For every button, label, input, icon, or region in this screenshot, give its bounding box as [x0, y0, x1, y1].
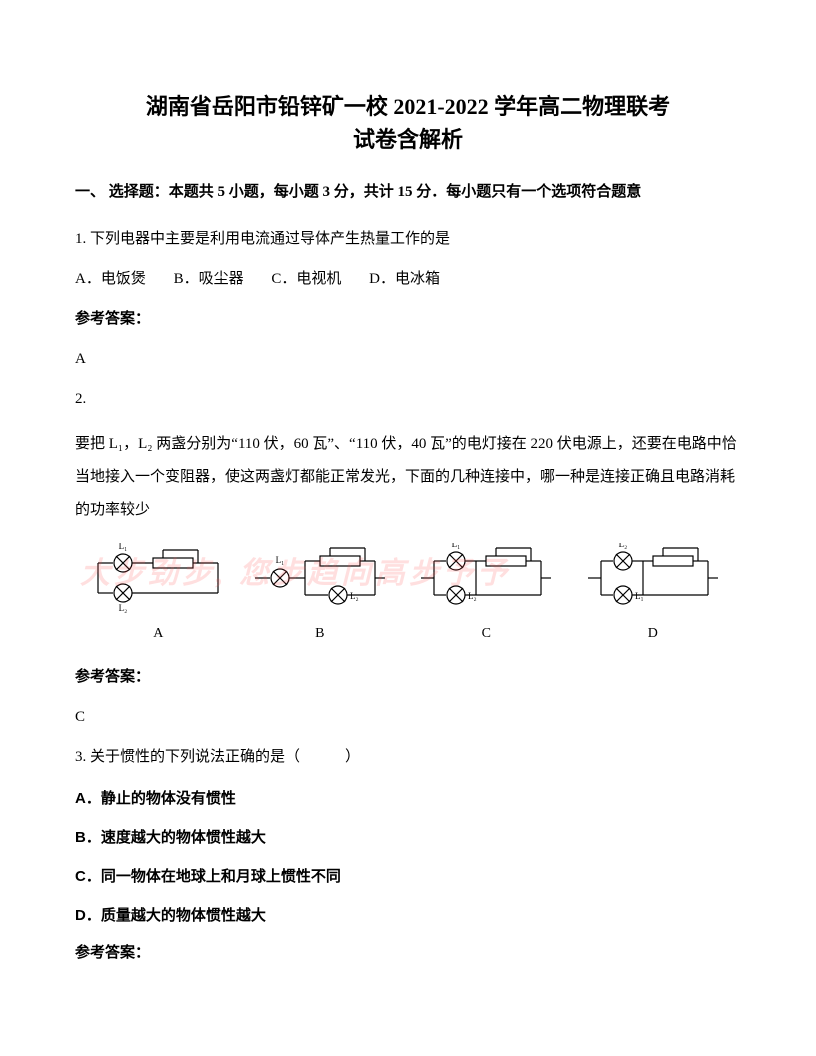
circuit-diagrams: L₁ L₂ A: [75, 543, 741, 642]
q1-opt-c: C．电视机: [271, 271, 341, 287]
q3-answer-label: 参考答案：: [75, 938, 741, 968]
q3-opt-b: B．速度越大的物体惯性越大: [75, 821, 741, 854]
lamp-l1-label: L₁: [635, 591, 644, 601]
lamp-l2-label: L₂: [119, 603, 128, 613]
lamp-l1-label: L₁: [452, 543, 461, 549]
diagram-d-label: D: [583, 626, 723, 642]
circuit-c-svg: L₁ L₂: [416, 543, 556, 613]
diagram-b-label: B: [250, 626, 390, 642]
q3-opt-a: A．静止的物体没有惯性: [75, 782, 741, 815]
q1-opt-a: A．电饭煲: [75, 271, 146, 287]
exam-title: 湖南省岳阳市铅锌矿一校 2021-2022 学年高二物理联考 试卷含解析: [75, 90, 741, 156]
title-line-1: 湖南省岳阳市铅锌矿一校 2021-2022 学年高二物理联考: [146, 94, 670, 119]
diagram-c-label: C: [416, 626, 556, 642]
q2-answer-label: 参考答案：: [75, 662, 741, 692]
diagram-d: L₂ L₁ D: [583, 543, 723, 642]
lamp-l2-label: L₂: [350, 591, 359, 601]
lamp-l2-label: L₂: [468, 591, 477, 601]
q1-opt-d: D．电冰箱: [369, 271, 440, 287]
circuit-d-svg: L₂ L₁: [583, 543, 723, 613]
q3-opt-c: C．同一物体在地球上和月球上惯性不同: [75, 860, 741, 893]
q3-opt-d: D．质量越大的物体惯性越大: [75, 899, 741, 932]
q1-text: 1. 下列电器中主要是利用电流通过导体产生热量工作的是: [75, 224, 741, 254]
q2-text: 要把 L₁，L₂ 两盏分别为“110 伏，60 瓦”、“110 伏，40 瓦”的…: [75, 428, 741, 527]
circuit-b-svg: L₁ L₂: [250, 543, 390, 613]
diagram-b: L₁ L₂ B: [250, 543, 390, 642]
q1-answer: A: [75, 344, 741, 374]
q1-options: A．电饭煲 B．吸尘器 C．电视机 D．电冰箱: [75, 264, 741, 294]
q1-opt-b: B．吸尘器: [174, 271, 244, 287]
lamp-l2-label: L₂: [618, 543, 627, 549]
q1-answer-label: 参考答案：: [75, 304, 741, 334]
title-line-2: 试卷含解析: [353, 127, 463, 152]
lamp-l1-label: L₁: [119, 543, 128, 551]
q2-answer: C: [75, 702, 741, 732]
diagram-a: L₁ L₂ A: [93, 543, 223, 642]
section-1-header: 一、 选择题：本题共 5 小题，每小题 3 分，共计 15 分．每小题只有一个选…: [75, 180, 741, 206]
diagram-c: L₁ L₂ C: [416, 543, 556, 642]
diagram-a-label: A: [93, 626, 223, 642]
q3-text: 3. 关于惯性的下列说法正确的是（ ）: [75, 742, 741, 772]
lamp-l1-label: L₁: [275, 555, 284, 565]
circuit-a-svg: L₁ L₂: [93, 543, 223, 613]
q2-num: 2.: [75, 384, 741, 414]
